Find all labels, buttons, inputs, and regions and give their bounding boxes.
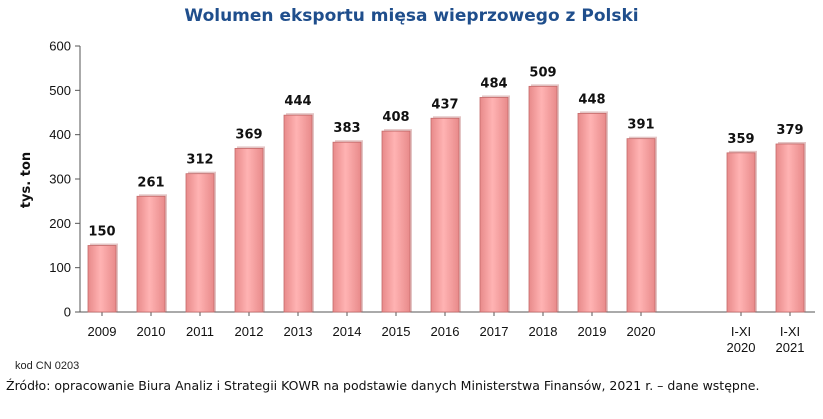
y-tick-label: 400 (49, 127, 71, 142)
x-tick-label: 2016 (431, 324, 460, 339)
bar (136, 195, 166, 313)
x-tick-label: 2019 (578, 324, 607, 339)
x-tick-label: 2020 (627, 324, 656, 339)
x-tick-label: 2020 (727, 340, 756, 355)
bar (185, 173, 215, 313)
bar (726, 152, 756, 313)
bar (577, 112, 607, 313)
y-tick-label: 500 (49, 83, 71, 98)
bar-value-label: 379 (776, 123, 803, 138)
bar-value-label: 408 (382, 110, 409, 125)
bar-value-label: 383 (333, 121, 360, 136)
bar-value-label: 391 (627, 118, 654, 133)
bar (430, 117, 460, 313)
x-tick-label: 2011 (186, 324, 214, 339)
x-tick-label: 2021 (776, 340, 805, 355)
x-tick-label: 2012 (235, 324, 264, 339)
source-note: Źródło: opracowanie Biura Analiz i Strat… (6, 378, 760, 393)
x-tick-label: 2013 (284, 324, 313, 339)
bar-value-label: 369 (235, 127, 262, 142)
bar-value-label: 437 (431, 97, 458, 112)
bar (87, 245, 117, 313)
x-tick-label: I-XI (731, 324, 751, 339)
bar-value-label: 448 (578, 92, 605, 107)
bar (775, 143, 805, 313)
x-tick-label: 2010 (137, 324, 166, 339)
x-tick-label: 2015 (382, 324, 411, 339)
bar-value-label: 509 (529, 65, 556, 80)
bar (283, 114, 313, 313)
y-tick-label: 200 (49, 216, 71, 231)
x-tick-label: 2017 (480, 324, 509, 339)
x-tick-label: 2009 (88, 324, 117, 339)
bar-value-label: 444 (284, 94, 311, 109)
y-tick-label: 100 (49, 260, 71, 275)
bar (234, 148, 264, 313)
bar (479, 97, 509, 313)
x-tick-label: 2018 (529, 324, 558, 339)
x-tick-label: 2014 (333, 324, 362, 339)
bar-value-label: 150 (88, 225, 115, 240)
x-tick-label: I-XI (780, 324, 800, 339)
bar (626, 138, 656, 313)
bar (381, 130, 411, 313)
y-axis-label: tys. ton (19, 152, 34, 208)
bar-chart: 0 100 200 300 400 500 600 150 2009 261 2010 312 201… (19, 39, 815, 355)
y-tick-label: 600 (49, 39, 71, 54)
bar-value-label: 484 (480, 76, 507, 91)
cn-code-note: kod CN 0203 (15, 360, 80, 372)
bar-value-label: 359 (727, 132, 754, 147)
y-tick-label: 0 (64, 305, 71, 320)
bar-value-label: 261 (137, 175, 164, 190)
bar (332, 141, 362, 313)
bar-value-label: 312 (186, 153, 213, 168)
bar (528, 85, 558, 313)
chart-title: Wolumen eksportu mięsa wieprzowego z Pol… (184, 6, 639, 26)
y-tick-label: 300 (49, 172, 71, 187)
